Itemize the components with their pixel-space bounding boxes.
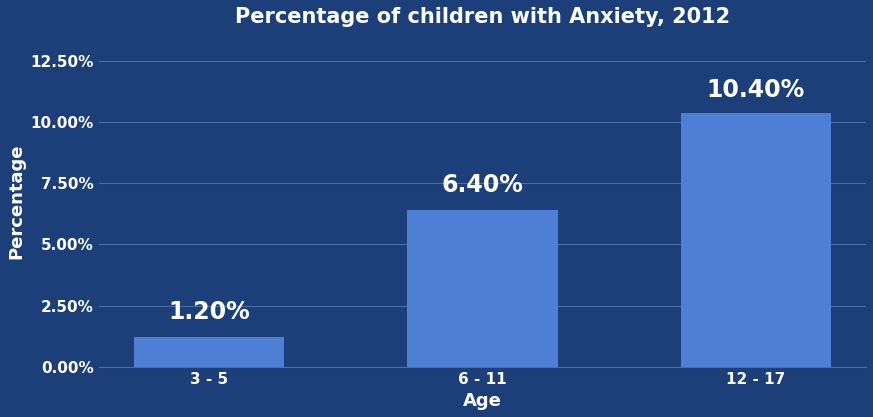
Y-axis label: Percentage: Percentage — [7, 144, 25, 259]
X-axis label: Age: Age — [463, 392, 502, 410]
Text: 6.40%: 6.40% — [442, 173, 523, 197]
Text: 10.40%: 10.40% — [707, 78, 805, 102]
Title: Percentage of children with Anxiety, 2012: Percentage of children with Anxiety, 201… — [235, 7, 730, 27]
Text: 1.20%: 1.20% — [168, 300, 250, 324]
Bar — [407, 210, 558, 367]
Bar — [681, 113, 831, 367]
Bar — [134, 337, 284, 367]
